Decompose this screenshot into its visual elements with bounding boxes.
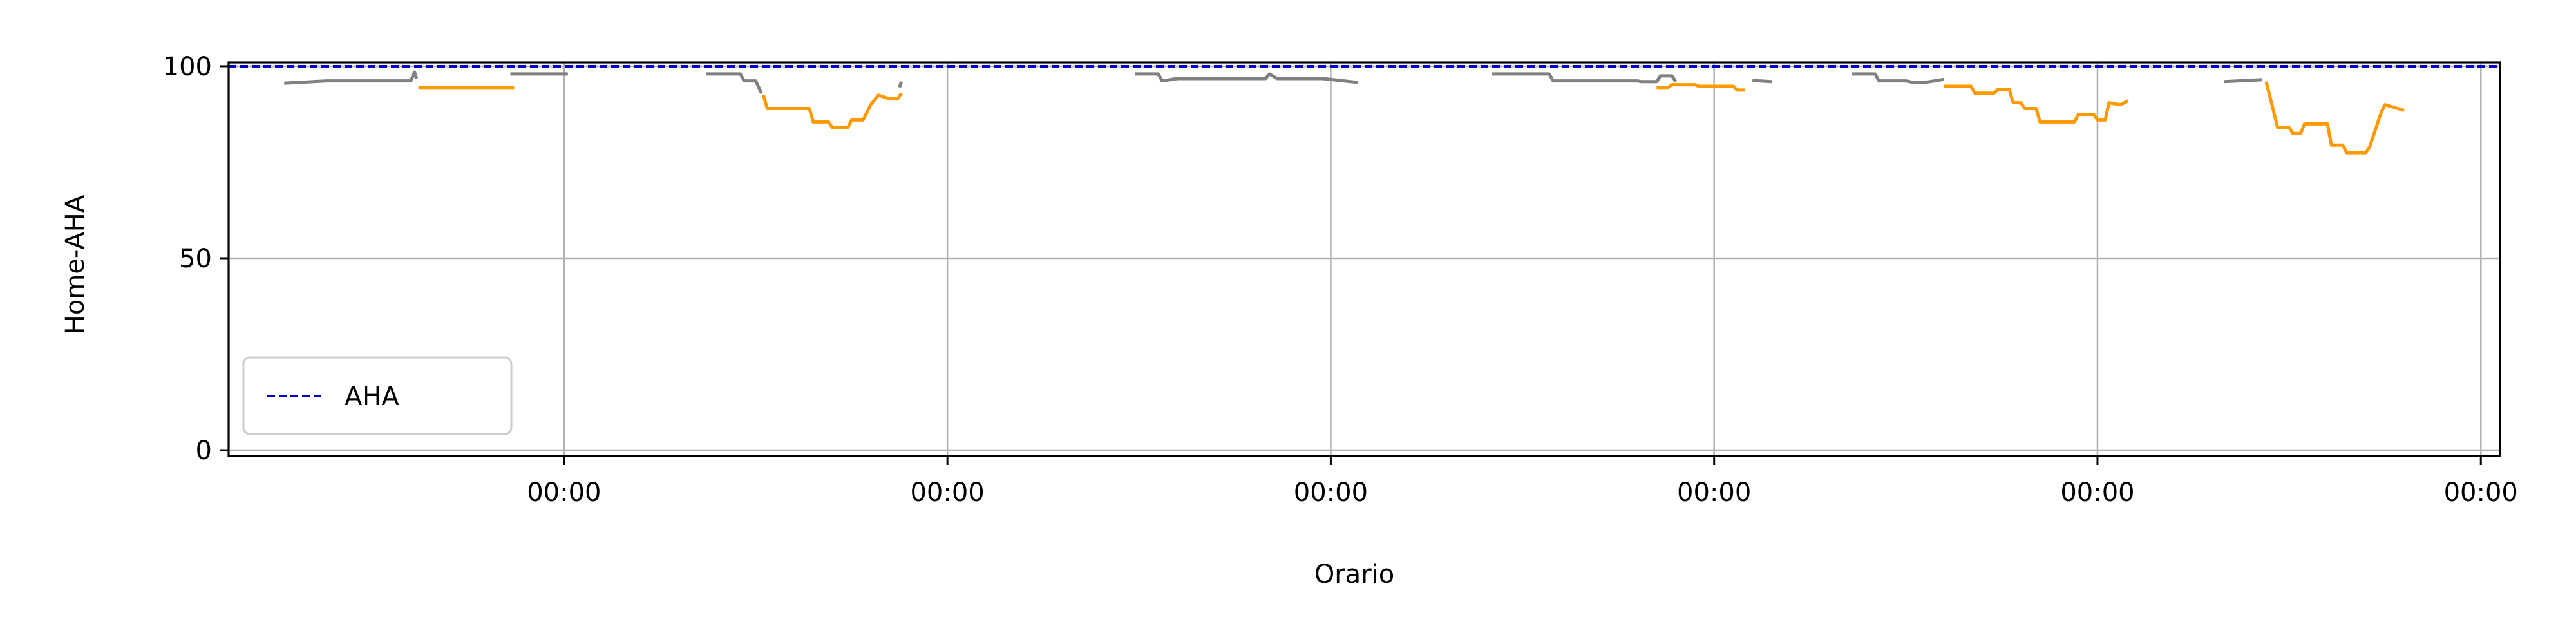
series-segment-gray-12: [2224, 78, 2263, 84]
legend: AHA: [242, 356, 513, 435]
x-tick-label: 00:00: [2060, 478, 2134, 507]
series-segment-gray-5: [898, 81, 904, 88]
series-segment-gray-3: [706, 72, 763, 94]
grid-lines: [229, 62, 2500, 456]
x-tick-label: 00:00: [2444, 478, 2518, 507]
series-segment-orange-4: [761, 92, 903, 129]
plot-area-clip: [229, 64, 2500, 155]
legend-aha-label: AHA: [345, 382, 399, 412]
x-tick-label: 00:00: [1677, 478, 1751, 507]
y-tick-label: 100: [163, 52, 212, 82]
y-tick-label: 50: [179, 244, 212, 274]
legend-box: [242, 356, 513, 435]
series-segment-gray-9: [1752, 79, 1772, 84]
series-segment-orange-11: [1944, 84, 2129, 124]
series-segment-orange-13: [2264, 81, 2405, 155]
series-segment-gray-7: [1492, 72, 1678, 84]
y-tick-marks: 0 50 100: [163, 52, 229, 466]
series-segment-orange-8: [1656, 83, 1745, 92]
series-segment-gray-0: [284, 70, 419, 85]
x-axis-label: Orario: [1314, 560, 1394, 589]
x-tick-label: 00:00: [527, 478, 601, 507]
plot-frame: [227, 61, 2501, 457]
x-tick-marks: 00:00 00:00 00:00 00:00 00:00 00:00: [527, 456, 2518, 507]
y-axis-label: Home-AHA: [61, 194, 90, 334]
y-tick-label: 0: [196, 436, 212, 466]
series-segment-gray-10: [1852, 72, 1945, 84]
series-segment-gray-6: [1135, 72, 1358, 84]
x-tick-label: 00:00: [1294, 478, 1368, 507]
x-tick-label: 00:00: [910, 478, 984, 507]
